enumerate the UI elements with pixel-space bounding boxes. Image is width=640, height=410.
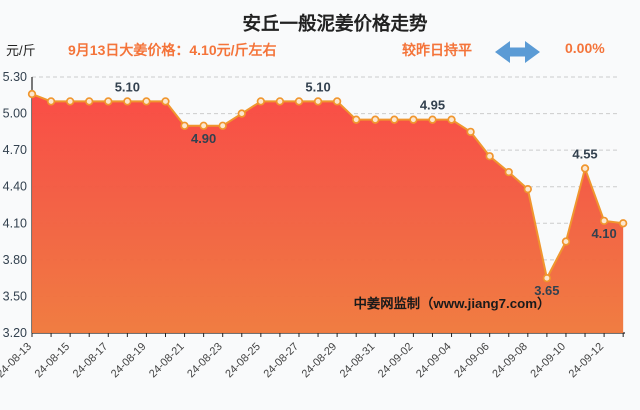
svg-text:24-08-25: 24-08-25 — [223, 341, 263, 381]
svg-text:24-08-19: 24-08-19 — [109, 341, 149, 381]
svg-text:24-08-31: 24-08-31 — [338, 341, 378, 381]
svg-text:5.30: 5.30 — [3, 70, 27, 84]
svg-text:3.65: 3.65 — [534, 283, 559, 298]
svg-text:4.70: 4.70 — [3, 143, 27, 157]
svg-text:24-09-12: 24-09-12 — [567, 341, 607, 381]
svg-text:4.90: 4.90 — [191, 131, 216, 146]
svg-text:5.10: 5.10 — [115, 79, 140, 94]
svg-text:4.10: 4.10 — [591, 226, 616, 241]
svg-text:24-08-27: 24-08-27 — [261, 341, 301, 381]
svg-text:24-08-23: 24-08-23 — [185, 341, 225, 381]
svg-text:24-09-10: 24-09-10 — [528, 341, 568, 381]
svg-text:24-08-17: 24-08-17 — [71, 341, 111, 381]
svg-text:3.20: 3.20 — [3, 326, 27, 340]
svg-text:5.00: 5.00 — [3, 107, 27, 121]
svg-text:5.10: 5.10 — [305, 79, 330, 94]
svg-text:24-09-08: 24-09-08 — [490, 341, 530, 381]
svg-text:24-08-29: 24-08-29 — [300, 341, 340, 381]
svg-text:24-09-02: 24-09-02 — [376, 341, 416, 381]
svg-text:24-09-04: 24-09-04 — [414, 341, 454, 381]
svg-text:中姜网监制（www.jiang7.com）: 中姜网监制（www.jiang7.com） — [354, 295, 551, 311]
svg-text:4.55: 4.55 — [572, 146, 597, 161]
svg-text:24-08-21: 24-08-21 — [147, 341, 187, 381]
svg-text:3.80: 3.80 — [3, 253, 27, 267]
svg-text:4.95: 4.95 — [420, 98, 445, 113]
svg-text:4.10: 4.10 — [3, 216, 27, 230]
svg-text:24-08-13: 24-08-13 — [0, 341, 34, 381]
svg-text:3.50: 3.50 — [3, 289, 27, 303]
svg-text:24-09-06: 24-09-06 — [452, 341, 492, 381]
svg-text:24-08-15: 24-08-15 — [33, 341, 73, 381]
svg-text:4.40: 4.40 — [3, 180, 27, 194]
